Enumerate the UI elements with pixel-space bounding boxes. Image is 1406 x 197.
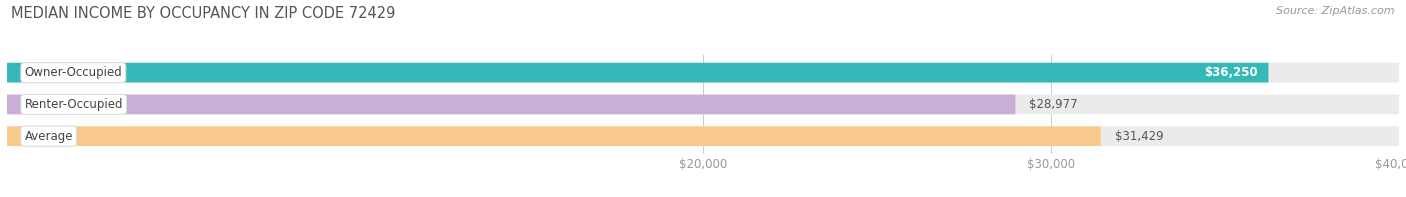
Text: Source: ZipAtlas.com: Source: ZipAtlas.com	[1277, 6, 1395, 16]
FancyBboxPatch shape	[7, 95, 1399, 114]
Text: $28,977: $28,977	[1029, 98, 1078, 111]
Text: $36,250: $36,250	[1205, 66, 1258, 79]
FancyBboxPatch shape	[7, 63, 1268, 83]
Text: $31,429: $31,429	[1115, 130, 1163, 143]
Text: Owner-Occupied: Owner-Occupied	[24, 66, 122, 79]
FancyBboxPatch shape	[7, 63, 1399, 83]
FancyBboxPatch shape	[7, 95, 1015, 114]
Text: Renter-Occupied: Renter-Occupied	[24, 98, 122, 111]
FancyBboxPatch shape	[7, 126, 1101, 146]
Text: Average: Average	[24, 130, 73, 143]
Text: MEDIAN INCOME BY OCCUPANCY IN ZIP CODE 72429: MEDIAN INCOME BY OCCUPANCY IN ZIP CODE 7…	[11, 6, 395, 21]
FancyBboxPatch shape	[7, 126, 1399, 146]
